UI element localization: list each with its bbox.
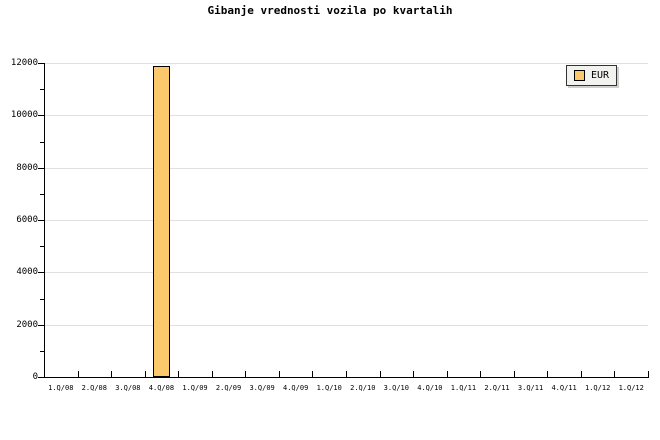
y-axis-tick-label: 6000 — [16, 215, 38, 225]
x-axis-tick-label: 4.Q/08 — [148, 384, 175, 392]
x-tick — [580, 371, 582, 378]
x-tick — [178, 371, 180, 378]
x-axis-tick-label: 4.Q/10 — [417, 384, 443, 392]
plot-area — [44, 63, 648, 377]
x-tick — [648, 371, 649, 378]
x-axis-tick-label: 1.Q/09 — [182, 384, 208, 392]
x-axis-tick-label: 4.Q/11 — [551, 384, 577, 392]
x-tick — [245, 371, 247, 378]
gridline — [44, 324, 648, 326]
x-axis-tick-label: 1.Q/12 — [618, 384, 644, 392]
x-tick — [547, 371, 549, 378]
x-tick — [312, 371, 314, 378]
chart-legend[interactable]: EUR — [566, 65, 618, 86]
y-tick-minor — [40, 350, 44, 352]
y-tick-minor — [40, 141, 44, 143]
x-axis-tick-label: 2.Q/08 — [81, 384, 107, 392]
x-axis-tick-label: 3.Q/09 — [249, 384, 275, 392]
y-tick-minor — [40, 298, 44, 300]
x-axis-tick-label: 1.Q/08 — [48, 384, 74, 392]
y-axis-tick-label: 10000 — [10, 110, 38, 121]
bar-4.Q/08 — [153, 66, 170, 377]
x-tick — [480, 371, 482, 378]
y-tick-minor — [40, 246, 44, 248]
y-tick-major — [38, 324, 44, 326]
y-axis-tick-label: 12000 — [10, 58, 38, 68]
x-axis-tick-label: 3.Q/08 — [115, 384, 141, 392]
gridline — [44, 272, 648, 274]
y-tick-minor — [40, 193, 44, 195]
y-axis-tick-label: 2000 — [16, 319, 38, 330]
y-tick-minor — [40, 89, 44, 91]
x-tick — [278, 371, 280, 378]
x-axis-tick-label: 2.Q/10 — [350, 384, 376, 392]
x-axis-tick-label: 1.Q/10 — [316, 384, 342, 392]
x-tick — [111, 371, 113, 378]
legend-swatch-eur — [574, 70, 585, 81]
y-axis-tick-label: 8000 — [16, 162, 38, 173]
x-tick — [77, 371, 79, 378]
y-tick-major — [38, 63, 44, 64]
y-tick-major — [38, 220, 44, 221]
y-axis-tick-label: 4000 — [16, 267, 38, 278]
x-tick — [614, 371, 616, 378]
chart-title: Gibanje vrednosti vozila po kvartalih — [207, 4, 453, 17]
y-axis-line — [44, 63, 45, 378]
x-axis-tick-label: 3.Q/11 — [517, 384, 544, 392]
y-axis-tick-label: 0 — [32, 372, 38, 382]
x-tick — [379, 371, 381, 378]
y-tick-major — [38, 377, 44, 378]
x-tick — [513, 371, 515, 378]
gridline — [44, 63, 648, 64]
gridline — [44, 220, 648, 221]
x-axis-tick-label: 4.Q/09 — [283, 384, 309, 392]
x-tick — [446, 371, 448, 378]
y-axis-labels: 0 2000 4000 6000 8000 10000 12000 — [0, 0, 38, 440]
gridline — [44, 167, 648, 169]
x-axis-tick-label: 3.Q/10 — [383, 384, 409, 392]
legend-label-eur: EUR — [591, 70, 610, 81]
x-axis-tick-label: 1.Q/11 — [450, 384, 477, 392]
x-axis-tick-label: 2.Q/11 — [484, 384, 510, 392]
y-tick-major — [38, 115, 44, 117]
x-axis-tick-label: 2.Q/09 — [215, 384, 242, 392]
x-tick — [346, 371, 347, 378]
gridline — [44, 115, 648, 117]
x-tick — [413, 371, 415, 378]
y-tick-major — [38, 167, 44, 169]
y-tick-major — [38, 272, 44, 274]
x-tick — [211, 371, 213, 378]
x-axis-tick-label: 1.Q/12 — [585, 384, 611, 392]
x-tick — [144, 371, 146, 378]
